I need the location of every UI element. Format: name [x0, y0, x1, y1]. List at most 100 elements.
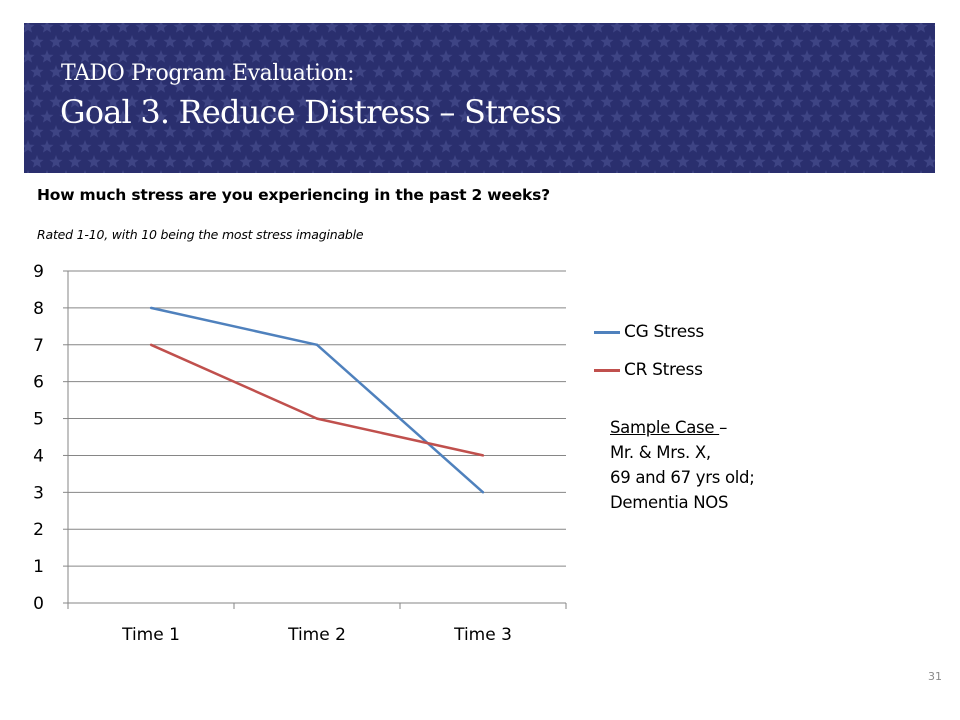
star-icon	[648, 110, 662, 123]
star-icon	[401, 110, 415, 123]
star-icon	[819, 110, 833, 123]
star-icon	[752, 35, 766, 48]
star-icon	[135, 110, 149, 123]
star-icon	[771, 95, 785, 108]
star-icon	[273, 170, 277, 173]
star-icon	[847, 125, 861, 138]
star-icon	[629, 140, 643, 153]
star-icon	[211, 23, 225, 33]
star-icon	[553, 110, 567, 123]
star-icon	[439, 80, 453, 93]
star-icon	[49, 65, 63, 78]
star-icon	[809, 125, 823, 138]
star-icon	[315, 155, 329, 168]
star-icon	[192, 23, 206, 33]
star-icon	[277, 35, 291, 48]
star-icon	[463, 170, 467, 173]
star-icon	[64, 170, 68, 173]
y-tick-label: 2	[33, 520, 44, 540]
star-icon	[648, 140, 662, 153]
star-icon	[790, 35, 804, 48]
star-icon	[657, 35, 671, 48]
star-icon	[705, 23, 719, 33]
star-icon	[881, 170, 885, 173]
star-icon	[467, 65, 481, 78]
star-icon	[596, 170, 600, 173]
series-line-1	[150, 343, 484, 457]
title-line-1: TADO Program Evaluation:	[61, 61, 355, 86]
star-icon	[714, 155, 728, 168]
star-icon	[581, 65, 595, 78]
star-icon	[30, 125, 44, 138]
star-icon	[819, 80, 833, 93]
y-tick-label: 0	[33, 594, 44, 614]
star-icon	[857, 110, 871, 123]
star-icon	[496, 80, 510, 93]
star-icon	[876, 140, 890, 153]
star-icon	[68, 65, 82, 78]
star-icon	[135, 80, 149, 93]
star-icon	[287, 50, 301, 63]
star-icon	[619, 35, 633, 48]
star-icon	[26, 170, 30, 173]
star-icon	[372, 125, 386, 138]
star-icon	[790, 65, 804, 78]
star-icon	[40, 140, 54, 153]
star-icon	[876, 110, 890, 123]
star-icon	[534, 110, 548, 123]
star-icon	[220, 65, 234, 78]
star-icon	[819, 140, 833, 153]
star-icon	[325, 23, 339, 33]
star-icon	[448, 125, 462, 138]
star-icon	[686, 23, 700, 33]
star-icon	[496, 23, 510, 33]
star-icon	[828, 95, 842, 108]
star-icon	[87, 155, 101, 168]
star-icon	[591, 140, 605, 153]
star-icon	[268, 23, 282, 33]
star-icon	[714, 35, 728, 48]
star-icon	[838, 110, 852, 123]
star-icon	[762, 50, 776, 63]
star-icon	[125, 95, 139, 108]
star-icon	[515, 110, 529, 123]
star-icon	[444, 170, 448, 173]
x-tick-label: Time 3	[453, 625, 512, 645]
star-icon	[543, 65, 557, 78]
star-icon	[163, 95, 177, 108]
star-icon	[534, 80, 548, 93]
star-icon	[135, 50, 149, 63]
star-icon	[439, 23, 453, 33]
star-icon	[581, 35, 595, 48]
star-icon	[895, 50, 909, 63]
star-icon	[410, 95, 424, 108]
star-icon	[634, 170, 638, 173]
star-icon	[505, 95, 519, 108]
star-icon	[144, 35, 158, 48]
star-icon	[743, 140, 757, 153]
star-icon	[306, 110, 320, 123]
star-icon	[748, 170, 752, 173]
star-icon	[315, 95, 329, 108]
star-icon	[173, 50, 187, 63]
star-icon	[230, 50, 244, 63]
star-icon	[211, 80, 225, 93]
star-icon	[230, 110, 244, 123]
star-icon	[543, 35, 557, 48]
star-icon	[800, 80, 814, 93]
star-icon	[106, 65, 120, 78]
star-icon	[429, 35, 443, 48]
star-icon	[40, 50, 54, 63]
star-icon	[876, 80, 890, 93]
star-icon	[97, 23, 111, 33]
star-icon	[591, 80, 605, 93]
star-icon	[610, 50, 624, 63]
star-icon	[78, 80, 92, 93]
star-icon	[714, 125, 728, 138]
star-icon	[705, 140, 719, 153]
star-icon	[258, 65, 272, 78]
star-icon	[923, 95, 935, 108]
star-icon	[800, 110, 814, 123]
star-icon	[505, 65, 519, 78]
star-icon	[458, 110, 472, 123]
